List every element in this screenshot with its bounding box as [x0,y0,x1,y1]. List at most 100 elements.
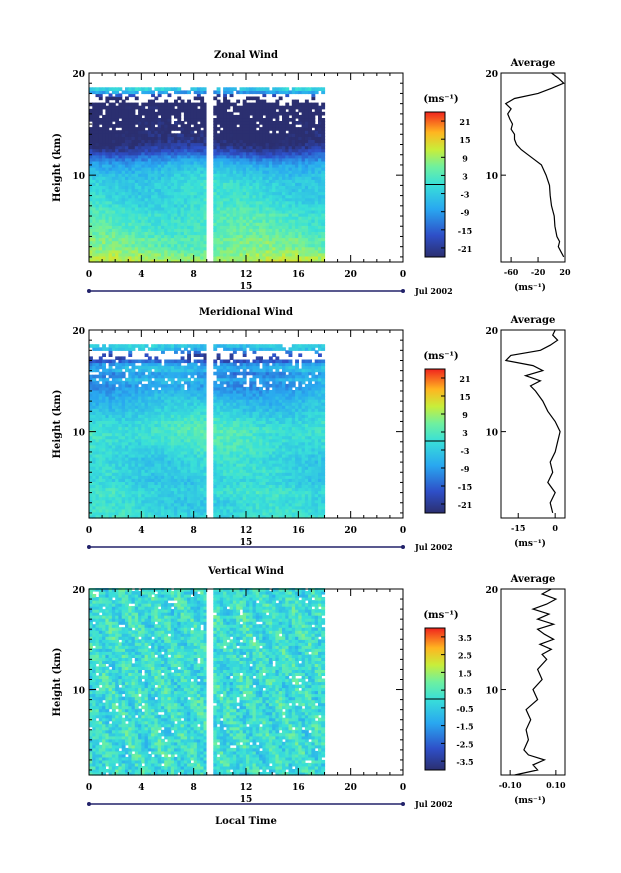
heatmap-cell [125,160,129,165]
heatmap-cell [246,102,250,107]
heatmap-cell [180,200,185,205]
heatmap-cell [187,188,191,193]
heatmap-cell [311,231,316,236]
heatmap-cell [278,255,283,260]
heatmap-cell [295,176,299,180]
heatmap-cell [219,111,224,116]
heatmap-cell [278,249,283,254]
heatmap-cell [154,136,159,140]
heatmap-cell [308,191,312,196]
heatmap-cell [167,188,172,193]
heatmap-cell [219,136,224,140]
heatmap-cell [301,243,306,248]
heatmap-cell [252,170,257,174]
heatmap-cell [118,176,123,180]
heatmap-cell [157,240,162,245]
heatmap-cell [252,133,257,137]
heatmap-cell [255,105,260,110]
heatmap-cell [105,243,110,248]
heatmap-cell [174,188,178,193]
heatmap-cell [115,179,120,183]
heatmap-cell [190,240,195,245]
heatmap-cell [164,87,169,91]
heatmap-cell [203,105,208,110]
heatmap-cell [115,231,120,236]
heatmap-cell [272,191,277,196]
heatmap-cell [272,203,277,208]
heatmap-cell [226,185,231,190]
heatmap-cell [89,231,93,236]
heatmap-cell [291,160,296,165]
heatmap-cell [125,258,129,263]
heatmap-cell [232,124,237,128]
heatmap-cell [311,209,316,214]
heatmap-cell [255,234,260,239]
heatmap-cell [285,142,290,147]
heatmap-cell [138,243,142,248]
heatmap-cell [125,222,129,226]
heatmap-cell [131,209,136,214]
heatmap-cell [187,249,191,254]
heatmap-cell [265,105,270,110]
heatmap-cell [295,145,299,150]
heatmap-cell [265,237,270,242]
heatmap-cell [282,234,286,239]
heatmap-cell [285,136,290,140]
heatmap-cell [291,99,296,104]
heatmap-cell [138,167,142,171]
heatmap-cell [252,114,257,119]
heatmap-cell [285,154,290,159]
heatmap-cell [193,111,198,116]
heatmap-cell [265,246,270,251]
heatmap-cell [255,197,260,202]
heatmap-cell [232,170,237,174]
heatmap-cell [298,228,303,232]
heatmap-cell [187,179,191,183]
heatmap-cell [164,179,169,183]
heatmap-cell [232,203,237,208]
heatmap-cell [219,133,224,137]
heatmap-cell [213,170,218,174]
heatmap-cell [111,160,116,165]
heatmap-cell [298,121,303,125]
heatmap-cell [138,148,142,153]
heatmap-cell [285,160,290,165]
heatmap-cell [268,231,273,236]
heatmap-cell [226,243,231,248]
heatmap-cell [246,96,250,101]
heatmap-cell [301,206,306,211]
heatmap-cell [115,163,120,168]
heatmap-cell [115,234,120,239]
heatmap-cell [311,188,316,193]
heatmap-cell [131,167,136,171]
heatmap-cell [138,237,142,242]
heatmap-cell [200,130,205,134]
heatmap-cell [278,225,283,229]
heatmap-cell [138,157,142,162]
heatmap-cell [223,111,227,116]
heatmap-cell [278,90,283,95]
heatmap-cell [252,249,257,254]
heatmap-cell [92,255,97,260]
heatmap-cell [308,243,312,248]
heatmap-cell [304,121,309,125]
heatmap-cell [177,206,182,211]
heatmap-cell [164,243,169,248]
heatmap-cell [98,185,103,190]
heatmap-cell [268,252,273,257]
heatmap-cell [111,163,116,168]
heatmap-cell [98,142,103,147]
heatmap-cell [268,167,273,171]
heatmap-cell [200,194,205,199]
heatmap-cell [203,173,208,177]
heatmap-cell [239,124,244,128]
heatmap-cell [138,170,142,174]
heatmap-cell [246,194,250,199]
heatmap-cell [291,222,296,226]
heatmap-cell [213,173,218,177]
heatmap-cell [291,114,296,119]
heatmap-cell [298,258,303,263]
heatmap-cell [98,252,103,257]
heatmap-cell [89,90,93,95]
heatmap-cell [262,136,267,140]
